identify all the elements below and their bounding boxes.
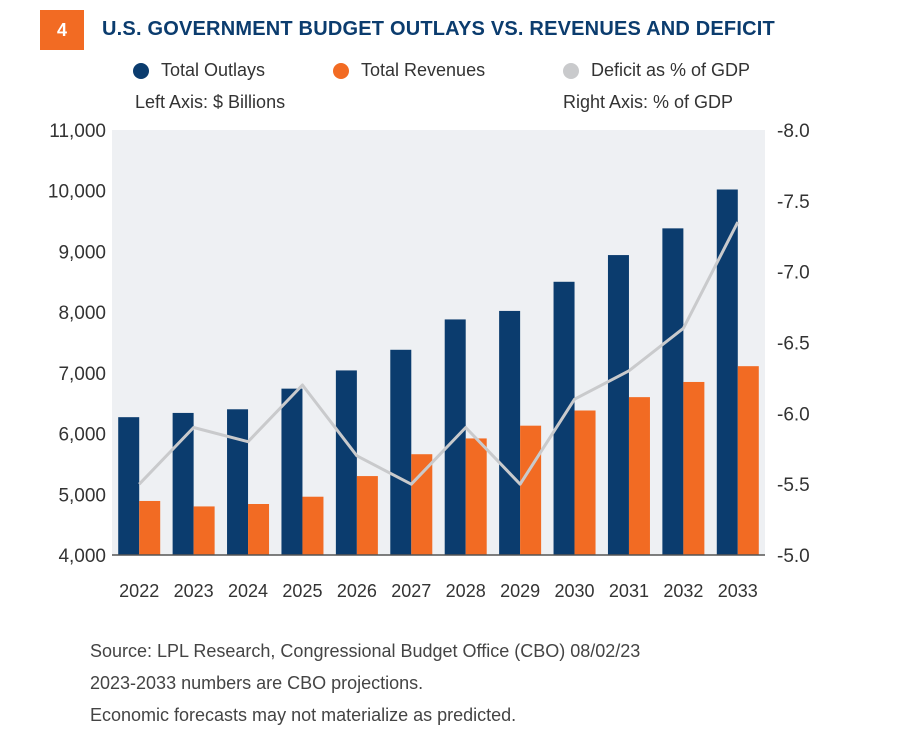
outlays-bar bbox=[390, 349, 412, 555]
legend-label-deficit: Deficit as % of GDP bbox=[591, 60, 751, 80]
left-axis-tick-label: 4,000 bbox=[58, 546, 106, 567]
right-axis-tick-label: -6.0 bbox=[777, 404, 810, 425]
left-axis-tick-label: 5,000 bbox=[58, 485, 106, 506]
left-axis-tick-label: 8,000 bbox=[58, 303, 106, 324]
outlays-bar bbox=[118, 417, 140, 555]
right-axis-tick-label: -6.5 bbox=[777, 334, 810, 355]
legend-item-revenues: Total Revenues bbox=[333, 60, 485, 81]
right-axis-tick-label: -5.5 bbox=[777, 475, 810, 496]
outlays-bar bbox=[281, 388, 303, 555]
left-axis-tick-label: 11,000 bbox=[49, 121, 106, 142]
left-axis-note: Left Axis: $ Billions bbox=[135, 92, 286, 112]
x-axis-tick-label: 2030 bbox=[555, 581, 595, 601]
figure-number-badge: 4 bbox=[40, 10, 84, 50]
outlays-bar bbox=[607, 255, 629, 556]
left-axis-tick-label: 7,000 bbox=[58, 364, 106, 385]
revenues-bar bbox=[574, 410, 596, 555]
chart-title: U.S. GOVERNMENT BUDGET OUTLAYS VS. REVEN… bbox=[102, 18, 775, 40]
footnote-disclaimer: Economic forecasts may not materialize a… bbox=[90, 705, 517, 725]
revenues-bar bbox=[356, 476, 378, 555]
x-axis-tick-label: 2033 bbox=[718, 581, 758, 601]
x-axis-tick-label: 2031 bbox=[609, 581, 649, 601]
outlays-bar bbox=[335, 370, 357, 555]
legend-label-revenues: Total Revenues bbox=[361, 60, 486, 80]
x-axis-tick-label: 2024 bbox=[228, 581, 268, 601]
legend-item-deficit: Deficit as % of GDP bbox=[563, 60, 750, 81]
legend-label-outlays: Total Outlays bbox=[161, 60, 266, 80]
outlays-legend-dot-icon bbox=[133, 62, 149, 79]
x-axis-tick-label: 2023 bbox=[174, 581, 214, 601]
outlays-bar bbox=[172, 412, 194, 555]
x-axis-tick-label: 2028 bbox=[446, 581, 486, 601]
x-axis-tick-label: 2022 bbox=[119, 581, 159, 601]
outlays-bar bbox=[553, 281, 575, 555]
revenues-bar bbox=[193, 506, 215, 555]
outlays-bar bbox=[499, 310, 521, 555]
revenues-bar bbox=[465, 438, 487, 555]
revenues-bar bbox=[411, 454, 433, 555]
outlays-bar bbox=[662, 228, 684, 555]
x-axis-tick-label: 2032 bbox=[663, 581, 703, 601]
outlays-bar bbox=[716, 189, 738, 555]
revenues-bar bbox=[737, 366, 759, 555]
right-axis-note: Right Axis: % of GDP bbox=[563, 92, 734, 112]
right-axis-tick-label: -8.0 bbox=[777, 121, 810, 142]
deficit-legend-dot-icon bbox=[563, 62, 579, 79]
revenues-bar bbox=[683, 381, 705, 555]
revenues-bar bbox=[628, 397, 650, 555]
left-axis-tick-label: 6,000 bbox=[58, 425, 106, 446]
revenues-bar bbox=[302, 496, 324, 555]
left-axis-tick-label: 9,000 bbox=[58, 242, 106, 263]
right-axis-tick-label: -7.0 bbox=[777, 263, 810, 284]
footnote-projections: 2023-2033 numbers are CBO projections. bbox=[90, 673, 424, 693]
outlays-bar bbox=[227, 409, 249, 555]
right-axis-tick-label: -7.5 bbox=[777, 192, 810, 213]
deficit-line bbox=[138, 221, 740, 486]
x-axis-tick-label: 2029 bbox=[500, 581, 540, 601]
right-axis-tick-label: -5.0 bbox=[777, 546, 810, 567]
x-axis-tick-label: 2025 bbox=[282, 581, 322, 601]
x-axis-tick-label: 2026 bbox=[337, 581, 377, 601]
left-axis-tick-label: 10,000 bbox=[48, 182, 106, 203]
revenues-bar bbox=[248, 504, 270, 555]
plot-area bbox=[112, 130, 765, 555]
revenues-bar bbox=[520, 425, 542, 555]
revenues-bar bbox=[139, 500, 161, 555]
revenues-legend-dot-icon bbox=[333, 62, 349, 79]
footnote-source: Source: LPL Research, Congressional Budg… bbox=[90, 641, 641, 661]
x-axis-tick-label: 2027 bbox=[391, 581, 431, 601]
legend-item-outlays: Total Outlays bbox=[133, 60, 265, 81]
